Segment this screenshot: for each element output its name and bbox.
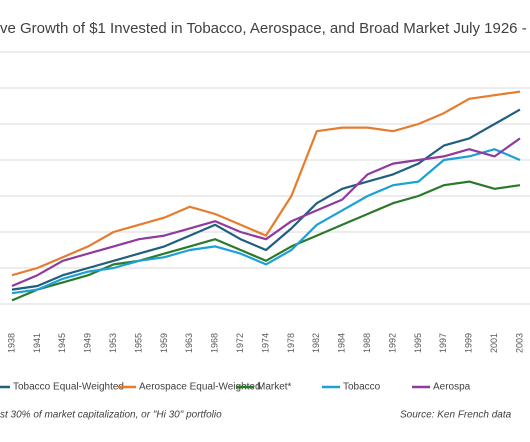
series-line xyxy=(11,108,521,291)
legend-label: Aerospace Equal-Weighted xyxy=(139,382,261,393)
x-tick-label: 1982 xyxy=(311,333,321,353)
x-tick-label: 1963 xyxy=(184,333,194,353)
x-tick-label: 1995 xyxy=(413,333,423,353)
series-line xyxy=(11,137,521,288)
legend-label: Tobacco Equal-Weighted xyxy=(13,382,124,393)
legend-label: Aerospa xyxy=(433,382,471,393)
x-tick-label: 1972 xyxy=(235,333,245,353)
x-tick-label: 1984 xyxy=(337,333,347,353)
x-tick-label: 1968 xyxy=(210,333,220,353)
x-tick-label: 1992 xyxy=(387,333,397,353)
x-tick-label: 1959 xyxy=(159,333,169,353)
x-tick-label: 1938 xyxy=(6,333,16,353)
series-line xyxy=(11,148,521,295)
legend-label: Market* xyxy=(257,382,292,393)
x-tick-label: 1999 xyxy=(464,333,474,353)
x-tick-label: 1974 xyxy=(260,333,270,353)
x-tick-label: 1945 xyxy=(57,333,67,353)
source-note: Source: Ken French data xyxy=(400,410,512,421)
series-line xyxy=(11,90,521,277)
x-tick-label: 2001 xyxy=(489,333,499,353)
x-tick-label: 1978 xyxy=(286,333,296,353)
x-tick-label: 1941 xyxy=(32,333,42,353)
footnote: st 30% of market capitalization, or "Hi … xyxy=(0,410,222,421)
x-tick-label: 1955 xyxy=(133,333,143,353)
chart-title: ve Growth of $1 Invested in Tobacco, Aer… xyxy=(0,20,530,37)
x-tick-label: 2003 xyxy=(514,333,524,353)
x-tick-label: 1953 xyxy=(108,333,118,353)
legend-label: Tobacco xyxy=(343,382,381,393)
x-tick-label: 1949 xyxy=(83,333,93,353)
series-line xyxy=(11,180,521,302)
x-tick-label: 1988 xyxy=(362,333,372,353)
x-tick-label: 1997 xyxy=(438,333,448,353)
